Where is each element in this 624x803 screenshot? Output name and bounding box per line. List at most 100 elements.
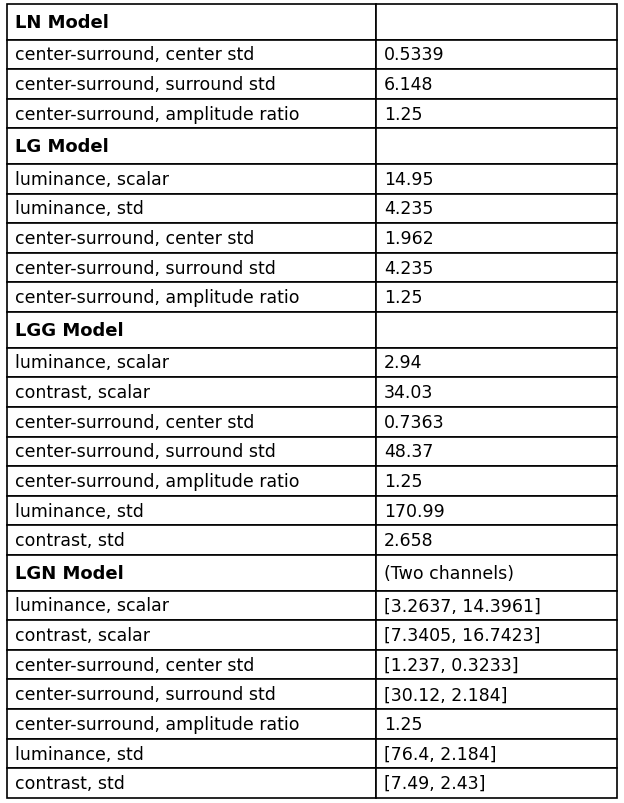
Bar — [7, 5, 376, 40]
Bar — [7, 129, 376, 165]
Bar — [7, 312, 376, 349]
Text: 4.235: 4.235 — [384, 259, 434, 277]
Text: LGG Model: LGG Model — [15, 321, 124, 340]
Text: contrast, std: contrast, std — [15, 532, 125, 549]
Text: [7.3405, 16.7423]: [7.3405, 16.7423] — [384, 626, 540, 644]
Bar — [376, 739, 617, 768]
Bar — [7, 526, 376, 556]
Bar — [376, 768, 617, 798]
Bar — [376, 467, 617, 496]
Text: center-surround, amplitude ratio: center-surround, amplitude ratio — [15, 105, 300, 124]
Text: 4.235: 4.235 — [384, 200, 434, 218]
Bar — [376, 40, 617, 70]
Bar — [7, 283, 376, 312]
Bar — [7, 437, 376, 467]
Text: LG Model: LG Model — [15, 138, 109, 156]
Text: luminance, std: luminance, std — [15, 200, 144, 218]
Text: center-surround, center std: center-surround, center std — [15, 47, 255, 64]
Text: luminance, scalar: luminance, scalar — [15, 170, 169, 189]
Bar — [376, 194, 617, 224]
Text: center-surround, amplitude ratio: center-surround, amplitude ratio — [15, 715, 300, 733]
Bar — [7, 100, 376, 129]
Text: 48.37: 48.37 — [384, 442, 434, 461]
Text: (Two channels): (Two channels) — [384, 565, 514, 582]
Bar — [7, 591, 376, 621]
Bar — [376, 378, 617, 407]
Text: luminance, scalar: luminance, scalar — [15, 354, 169, 372]
Text: 1.962: 1.962 — [384, 230, 434, 248]
Bar — [7, 650, 376, 679]
Bar — [376, 591, 617, 621]
Bar — [376, 283, 617, 312]
Text: center-surround, surround std: center-surround, surround std — [15, 442, 276, 461]
Bar — [7, 621, 376, 650]
Text: 1.25: 1.25 — [384, 472, 422, 491]
Text: center-surround, surround std: center-surround, surround std — [15, 76, 276, 94]
Text: 6.148: 6.148 — [384, 76, 434, 94]
Text: center-surround, surround std: center-surround, surround std — [15, 686, 276, 703]
Bar — [7, 739, 376, 768]
Bar — [376, 437, 617, 467]
Text: 170.99: 170.99 — [384, 502, 445, 520]
Text: contrast, scalar: contrast, scalar — [15, 626, 150, 644]
Bar — [376, 526, 617, 556]
Bar — [376, 709, 617, 739]
Text: [76.4, 2.184]: [76.4, 2.184] — [384, 744, 497, 763]
Bar — [7, 768, 376, 798]
Text: 1.25: 1.25 — [384, 715, 422, 733]
Bar — [7, 165, 376, 194]
Text: 1.25: 1.25 — [384, 105, 422, 124]
Text: [7.49, 2.43]: [7.49, 2.43] — [384, 774, 485, 793]
Text: 0.5339: 0.5339 — [384, 47, 445, 64]
Bar — [7, 224, 376, 254]
Bar — [7, 709, 376, 739]
Bar — [7, 40, 376, 70]
Text: contrast, scalar: contrast, scalar — [15, 384, 150, 402]
Bar — [7, 679, 376, 709]
Text: 1.25: 1.25 — [384, 289, 422, 307]
Text: 14.95: 14.95 — [384, 170, 434, 189]
Bar — [376, 100, 617, 129]
Bar — [7, 349, 376, 378]
Text: LGN Model: LGN Model — [15, 565, 124, 582]
Bar — [376, 556, 617, 591]
Bar — [376, 621, 617, 650]
Bar — [376, 650, 617, 679]
Bar — [7, 407, 376, 437]
Bar — [7, 556, 376, 591]
Text: 2.94: 2.94 — [384, 354, 422, 372]
Text: center-surround, center std: center-surround, center std — [15, 230, 255, 248]
Text: LN Model: LN Model — [15, 14, 109, 32]
Bar — [376, 312, 617, 349]
Text: center-surround, center std: center-surround, center std — [15, 656, 255, 674]
Bar — [7, 496, 376, 526]
Text: center-surround, amplitude ratio: center-surround, amplitude ratio — [15, 472, 300, 491]
Text: 2.658: 2.658 — [384, 532, 434, 549]
Bar — [376, 254, 617, 283]
Bar — [7, 70, 376, 100]
Text: [1.237, 0.3233]: [1.237, 0.3233] — [384, 656, 519, 674]
Text: [3.2637, 14.3961]: [3.2637, 14.3961] — [384, 597, 541, 614]
Bar — [7, 378, 376, 407]
Bar — [376, 165, 617, 194]
Bar — [7, 467, 376, 496]
Text: luminance, std: luminance, std — [15, 744, 144, 763]
Text: contrast, std: contrast, std — [15, 774, 125, 793]
Bar — [376, 70, 617, 100]
Text: center-surround, surround std: center-surround, surround std — [15, 259, 276, 277]
Text: luminance, std: luminance, std — [15, 502, 144, 520]
Bar — [376, 496, 617, 526]
Bar — [376, 679, 617, 709]
Text: center-surround, amplitude ratio: center-surround, amplitude ratio — [15, 289, 300, 307]
Text: luminance, scalar: luminance, scalar — [15, 597, 169, 614]
Bar — [376, 349, 617, 378]
Bar — [376, 407, 617, 437]
Text: 0.7363: 0.7363 — [384, 414, 445, 431]
Bar — [376, 224, 617, 254]
Text: center-surround, center std: center-surround, center std — [15, 414, 255, 431]
Bar — [7, 194, 376, 224]
Text: 34.03: 34.03 — [384, 384, 434, 402]
Bar — [7, 254, 376, 283]
Bar — [376, 129, 617, 165]
Text: [30.12, 2.184]: [30.12, 2.184] — [384, 686, 507, 703]
